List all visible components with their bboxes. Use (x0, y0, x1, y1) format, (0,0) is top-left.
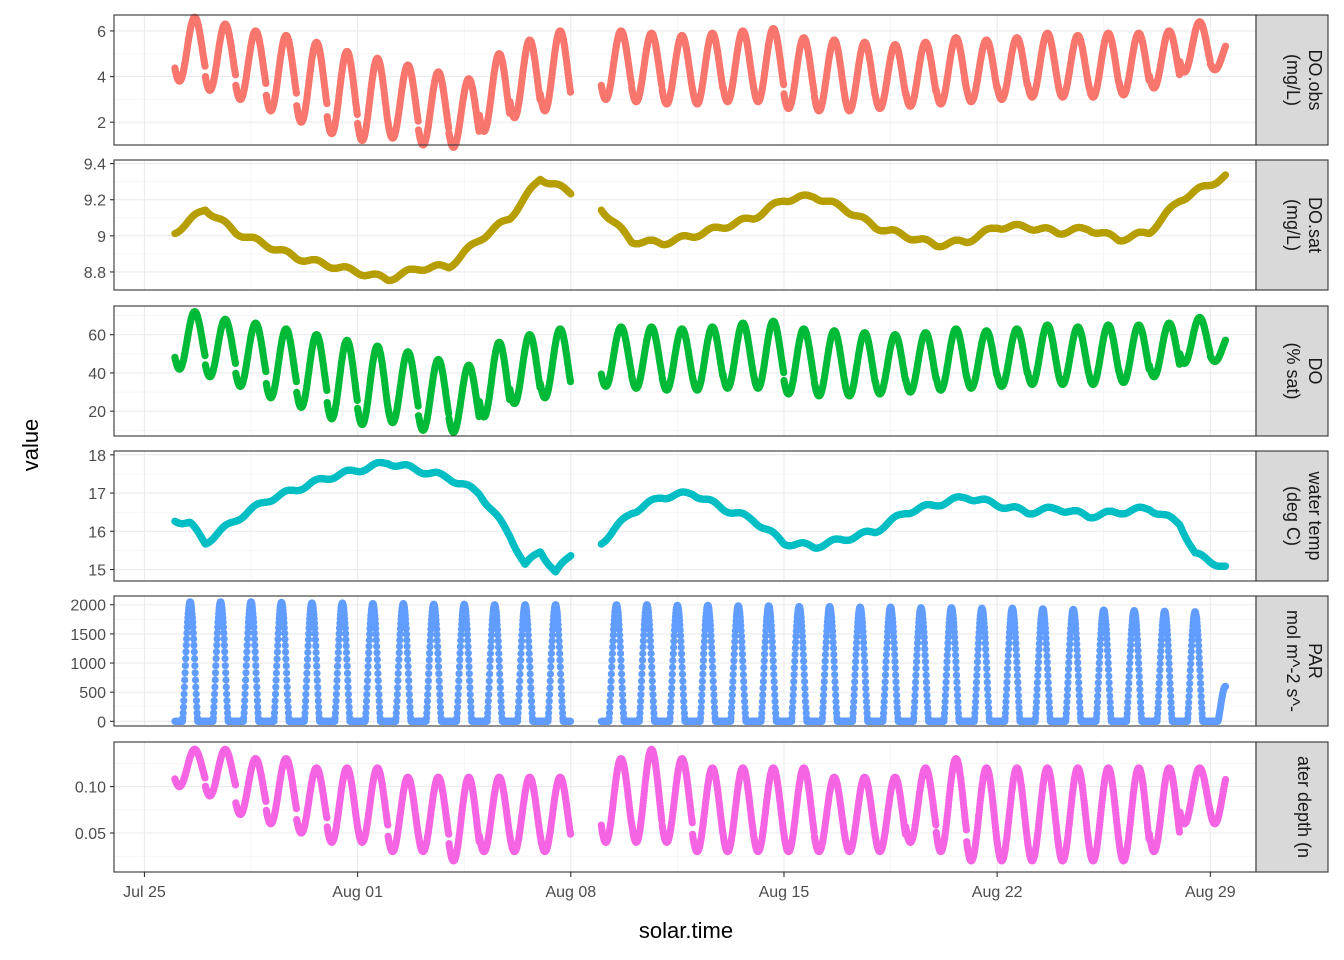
data-point (415, 118, 422, 125)
data-point (262, 80, 269, 87)
data-point (323, 100, 330, 107)
data-point (232, 71, 239, 78)
y-tick-label: 6 (97, 24, 106, 41)
data-point (354, 111, 361, 118)
data-point (567, 89, 574, 96)
y-tick-label: 4 (97, 70, 106, 87)
data-point (780, 81, 787, 88)
facet-strip: DO.obs(mg/L) (1256, 15, 1328, 145)
strip-label: DO.obs (1305, 49, 1325, 110)
strip-label: (mg/L) (1283, 54, 1303, 106)
data-point (567, 190, 574, 197)
data-point (293, 90, 300, 97)
facet-panel-1: 2 4 6 DO.obs(mg/L) (97, 14, 1328, 151)
data-point (1222, 43, 1229, 50)
facets-layer: 246DO.obs(mg/L)8.899.29.4DO.sat(mg/L)204… (70, 14, 1328, 872)
y-tick-label: 2 (97, 115, 106, 132)
data-point (201, 63, 208, 70)
facet-panel-2: 8.899.29.4DO.sat(mg/L) (84, 157, 1328, 290)
